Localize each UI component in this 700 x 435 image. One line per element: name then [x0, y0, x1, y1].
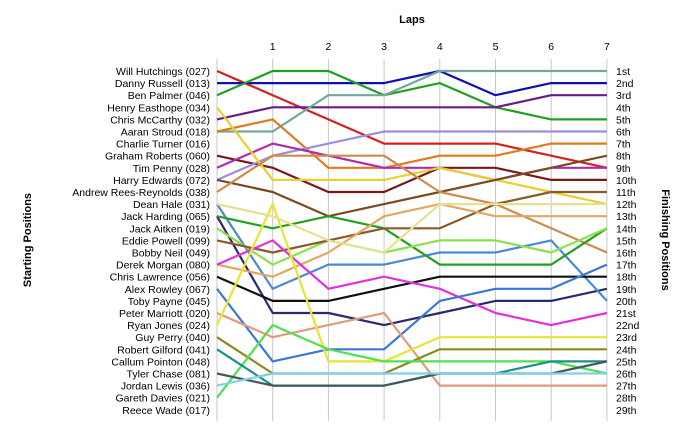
finishing-position-label: 21st [616, 308, 636, 320]
finishing-position-label: 7th [616, 139, 631, 151]
starting-position-label: Jordan Lewis (036) [121, 381, 210, 393]
starting-position-label: Guy Perry (040) [135, 332, 210, 344]
series-line [216, 203, 607, 278]
starting-position-label: Gareth Davies (021) [115, 393, 210, 405]
x-tick-labels: 1 2 3 4 5 6 7 [270, 41, 610, 53]
starting-position-label: Bobby Neil (049) [132, 248, 210, 260]
finishing-position-label: 11th [616, 187, 636, 199]
finishing-position-label: 6th [616, 127, 631, 139]
finishing-position-label: 26th [616, 369, 637, 381]
finishing-position-label: 8th [616, 151, 631, 163]
x-tick-label: 4 [437, 41, 443, 53]
series-line [216, 239, 608, 327]
series-line [216, 118, 607, 169]
starting-position-label: Tyler Chase (081) [127, 369, 210, 381]
starting-position-label: Andrew Rees-Reynolds (038) [72, 187, 210, 199]
finishing-position-label: 10th [616, 175, 637, 187]
finishing-position-label: 19th [616, 284, 637, 296]
starting-position-label: Alex Rowley (067) [125, 284, 210, 296]
series-line [216, 94, 607, 121]
left-axis-title: Starting Positions [22, 193, 34, 287]
finishing-position-label: 20th [616, 296, 637, 308]
series-line [216, 154, 608, 218]
starting-position-label: Derek Morgan (080) [116, 260, 210, 272]
series-line [217, 69, 607, 133]
finishing-position-label: 15th [616, 235, 637, 247]
series-line [216, 69, 607, 121]
starting-position-label: Charlie Turner (016) [116, 139, 210, 151]
finishing-position-label: 29th [616, 405, 637, 417]
series-line [216, 203, 607, 254]
series-line [216, 227, 608, 266]
finishing-position-label: 23rd [616, 332, 637, 344]
starting-position-label: Ryan Jones (024) [127, 320, 210, 332]
series-line [217, 69, 607, 97]
finishing-position-label: 18th [616, 272, 637, 284]
finishing-position-label: 24th [616, 344, 637, 356]
starting-position-label: Tim Penny (028) [133, 163, 210, 175]
starting-position-label: Ben Palmer (046) [128, 90, 210, 102]
starting-position-label: Peter Marriott (020) [119, 308, 210, 320]
series-line [216, 130, 607, 181]
x-axis-title: Laps [399, 14, 425, 26]
finishing-position-label: 22nd [616, 320, 640, 332]
starting-position-label: Chris Lawrence (056) [110, 272, 210, 284]
series-line [216, 324, 608, 399]
series-line [216, 154, 607, 194]
starting-position-label: Dean Hale (031) [133, 199, 210, 211]
finishing-position-label: 28th [616, 393, 637, 405]
x-tick-label: 3 [381, 41, 387, 53]
x-tick-label: 7 [604, 41, 610, 53]
finishing-position-label: 4th [616, 102, 631, 114]
finishing-position-label: 27th [616, 381, 637, 393]
finishing-position-label: 9th [616, 163, 631, 175]
finishing-position-label: 13th [616, 211, 637, 223]
series-lines [216, 69, 608, 399]
finishing-position-labels: 1st2nd3rd4th5th6th7th8th9th10th11th12th1… [616, 66, 640, 417]
finishing-position-label: 12th [616, 199, 637, 211]
finishing-position-label: 5th [616, 114, 631, 126]
series-line [216, 69, 608, 169]
starting-position-label: Jack Aitken (019) [129, 223, 210, 235]
finishing-position-label: 16th [616, 248, 637, 260]
starting-position-label: Aaran Stroud (018) [121, 127, 210, 139]
starting-position-label: Robert Gilford (041) [117, 344, 210, 356]
series-line [216, 203, 608, 302]
right-axis-title: Finishing Positions [659, 189, 671, 290]
starting-position-label: Eddie Powell (099) [122, 235, 210, 247]
starting-position-label: Callum Pointon (048) [111, 356, 210, 368]
starting-position-labels: Will Hutchings (027)Danny Russell (013)B… [72, 66, 210, 417]
finishing-position-label: 3rd [616, 90, 631, 102]
starting-position-label: Toby Payne (045) [128, 296, 210, 308]
series-line [216, 372, 607, 387]
x-tick-label: 6 [548, 41, 554, 53]
x-tick-label: 5 [493, 41, 499, 53]
series-line [216, 154, 608, 254]
starting-position-label: Will Hutchings (027) [116, 66, 210, 78]
starting-position-label: Danny Russell (013) [115, 78, 210, 90]
series-line [216, 215, 608, 327]
finishing-position-label: 17th [616, 260, 637, 272]
series-line [216, 203, 607, 363]
starting-position-label: Chris McCarthy (032) [110, 114, 210, 126]
starting-position-label: Harry Edwards (072) [113, 175, 210, 187]
starting-position-label: Jack Harding (065) [121, 211, 210, 223]
finishing-position-label: 14th [616, 223, 637, 235]
starting-position-label: Reece Wade (017) [122, 405, 210, 417]
starting-position-label: Henry Easthope (034) [107, 102, 210, 114]
series-line [216, 263, 608, 363]
finishing-position-label: 1st [616, 66, 630, 78]
x-tick-label: 2 [325, 41, 331, 53]
finishing-position-label: 2nd [616, 78, 634, 90]
finishing-position-label: 25th [616, 356, 637, 368]
starting-position-label: Graham Roberts (060) [105, 151, 210, 163]
x-tick-label: 1 [270, 41, 276, 53]
